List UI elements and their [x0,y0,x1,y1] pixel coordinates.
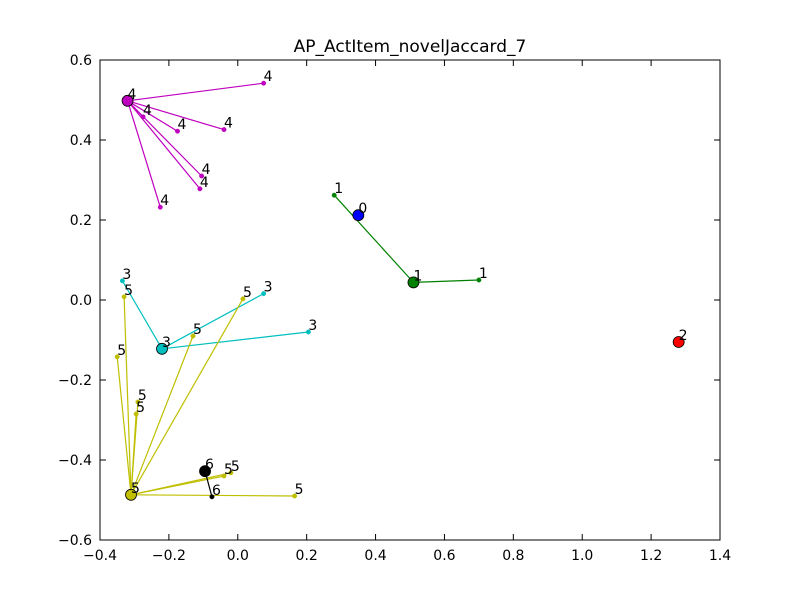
y-tick-label: −0.6 [58,533,92,549]
cluster-5-member-point [133,411,139,417]
cluster-5-point-label: 5 [124,283,133,299]
cluster-5-point-label: 5 [138,388,147,404]
cluster-5-link [116,356,132,495]
cluster-2-point-label: 2 [679,328,688,344]
cluster-5-point-label: 5 [231,459,240,475]
cluster-4-point-label: 4 [224,116,233,132]
x-tick-label: 0.6 [433,548,455,564]
cluster-1-point-label: 1 [479,266,488,282]
cluster-4-member-point [221,127,227,133]
cluster-4-center-point [121,94,134,107]
cluster-1-member-point [476,277,482,283]
cluster-4-point-label: 4 [143,103,152,119]
cluster-5-point-label: 5 [224,462,233,478]
cluster-5-member-point [292,493,298,499]
x-tick-label: 1.4 [709,548,731,564]
cluster-5-member-point [135,399,141,405]
cluster-4-point-label: 4 [160,193,169,209]
cluster-3-link [161,293,264,350]
cluster-5-member-point [190,333,196,339]
y-tick-label: 0.4 [70,133,92,149]
cluster-3-center-point [156,342,168,355]
cluster-0-point-label: 0 [358,201,367,217]
cluster-3-point-label: 3 [264,280,273,296]
cluster-1-point-label: 1 [413,268,422,284]
cluster-4-point-label: 4 [264,69,273,85]
cluster-3-member-point [305,329,311,335]
cluster-5-point-label: 5 [243,285,252,301]
cluster-5-member-point [240,296,246,302]
cluster-5-member-point [121,294,127,300]
x-tick-label: 0.8 [502,548,524,564]
cluster-5-link [130,472,232,496]
cluster-3-member-point [261,291,267,297]
cluster-5-point-label: 5 [117,343,126,359]
x-tick-label: 0.0 [227,548,249,564]
y-tick-label: −0.4 [58,453,92,469]
y-tick-label: −0.2 [58,373,92,389]
x-tick-label: 1.2 [640,548,662,564]
cluster-3-point-label: 3 [308,318,317,334]
y-tick-label: 0.2 [70,213,92,229]
cluster-3-link [121,280,163,350]
cluster-4-member-point [157,204,163,210]
cluster-5-link [123,296,132,495]
cluster-5-center-point [125,488,137,501]
cluster-4-link [126,100,161,208]
cluster-4-member-point [197,186,203,192]
cluster-6-center-point [199,465,211,478]
y-tick-label: 0.0 [70,293,92,309]
cluster-4-link [127,100,178,132]
cluster-5-point-label: 5 [193,322,202,338]
chart-title: AP_ActItem_novelJaccard_7 [294,37,527,57]
cluster-5-member-point [114,354,120,360]
cluster-6-member-point [209,494,215,500]
cluster-4-point-label: 4 [178,117,187,133]
cluster-4-link [127,100,201,190]
cluster-6-point-label: 6 [205,457,214,473]
cluster-1-link [413,279,479,283]
cluster-5-link [130,335,194,496]
x-tick-label: 1.0 [571,548,593,564]
cluster-2-center-point [672,336,685,348]
cluster-3-link [161,331,309,350]
cluster-5-member-point [221,473,227,479]
cluster-4-member-point [175,128,180,134]
x-tick-label: −0.2 [152,548,186,564]
x-tick-label: 0.4 [364,548,386,564]
x-tick-label: 0.2 [296,548,318,564]
cluster-1-center-point [407,276,420,289]
cluster-4-point-label: 4 [128,87,137,103]
cluster-4-member-point [199,173,205,179]
cluster-5-link [130,298,244,496]
cluster-4-link [127,100,203,177]
cluster-1-point-label: 1 [334,181,343,197]
cluster-1-link [333,194,414,283]
cluster-4-point-label: 4 [202,162,211,178]
x-tick-label: −0.4 [83,548,117,564]
cluster-4-link [127,100,225,131]
cluster-4-member-point [261,80,267,86]
cluster-0-center-point [352,209,365,222]
cluster-5-point-label: 5 [136,400,145,416]
cluster-5-point-label: 5 [131,481,140,497]
y-tick-label: 0.6 [70,53,92,69]
cluster-1-member-point [331,192,337,198]
cluster-3-point-label: 3 [162,335,171,351]
cluster-6-point-label: 6 [212,483,221,499]
cluster-3-point-label: 3 [122,267,131,283]
cluster-4-member-point [140,114,146,120]
axes: −0.4 −0.2 0.0 0.2 0.4 0.6 0.8 1.0 1.2 1.4−0.6−0.4… [58,53,731,564]
cluster-4-point-label: 4 [200,175,209,191]
cluster-3-member-point [119,278,125,284]
cluster-5-member-point [228,470,234,476]
cluster-5-link [130,413,137,495]
cluster-5-point-label: 5 [295,482,304,498]
cluster-4-link [127,82,264,102]
